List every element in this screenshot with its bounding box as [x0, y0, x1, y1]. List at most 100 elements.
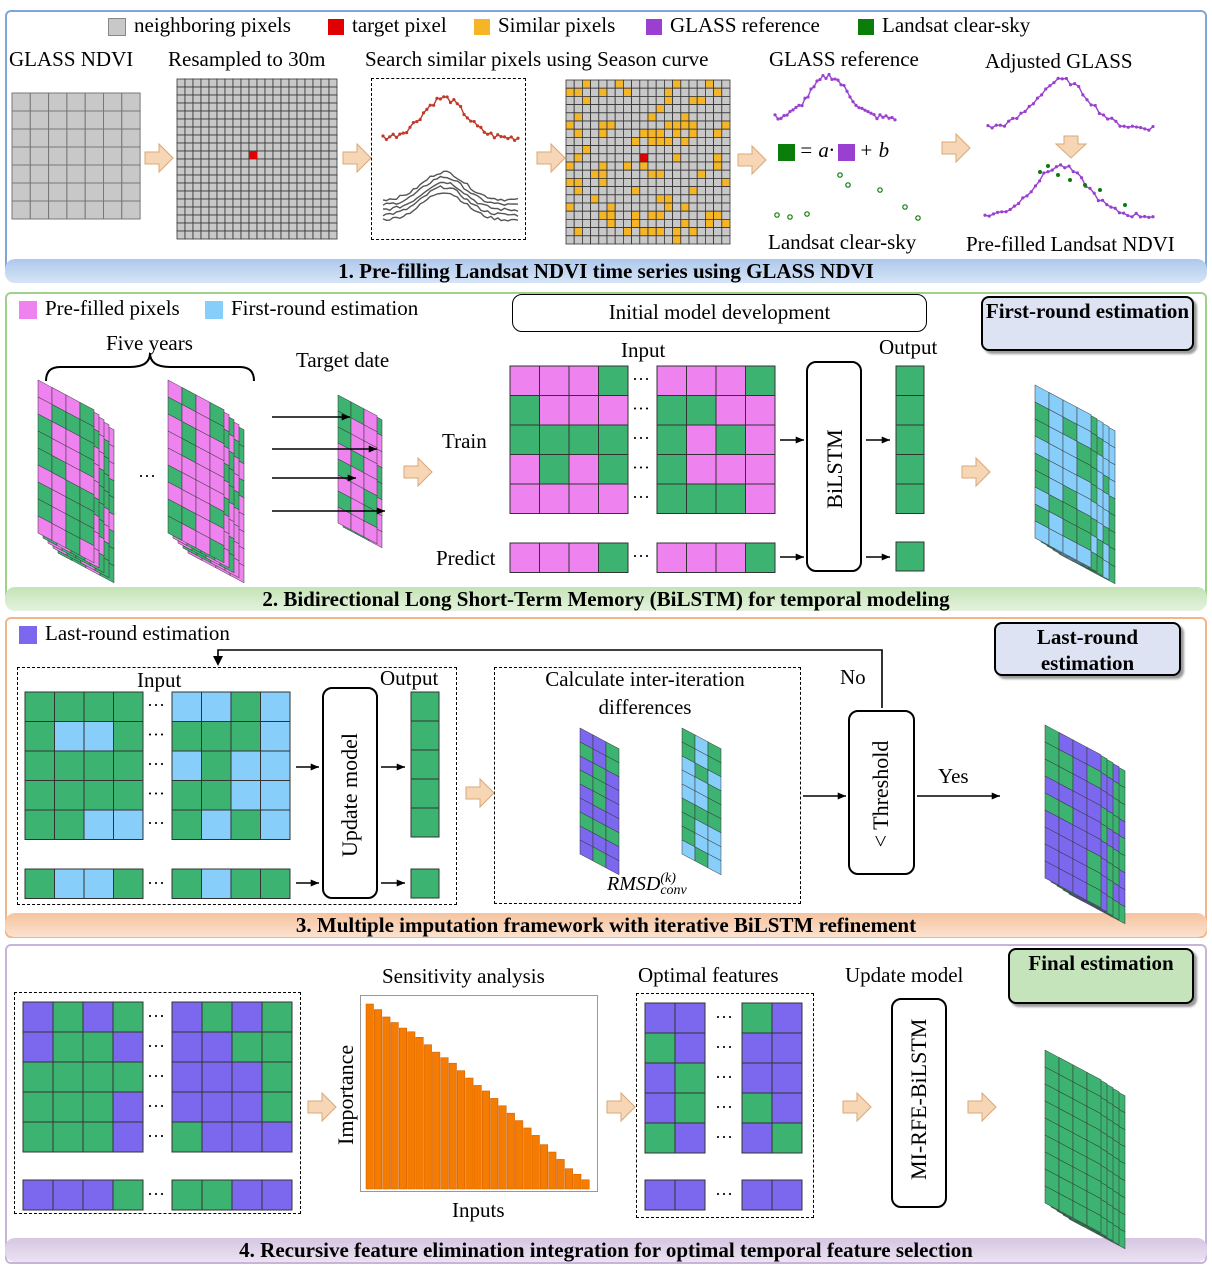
- curve-point: [983, 213, 987, 217]
- legend-pink-swatch: [19, 301, 37, 320]
- importance-bar: [398, 1027, 407, 1190]
- arrow-head: [795, 553, 804, 561]
- ellipsis: ···: [138, 466, 156, 486]
- curve-point: [1011, 116, 1015, 121]
- first-round-estimation-box: First-round estimation: [981, 296, 1194, 351]
- grid-cell: [171, 1179, 203, 1211]
- curve-point: [1042, 171, 1046, 175]
- curve-point: [1117, 211, 1121, 215]
- curve-point: [1063, 166, 1067, 170]
- curve-point: [890, 115, 894, 120]
- curve-point: [884, 114, 888, 118]
- grid-cell: [568, 542, 599, 573]
- landsat-obs-dot: [902, 204, 908, 210]
- grid-cell: [201, 1179, 233, 1211]
- rfe-predict-left: [22, 1179, 144, 1211]
- similar-season-curve: [382, 170, 519, 202]
- arrow-head: [347, 474, 356, 482]
- label-adjusted: Adjusted GLASS: [985, 49, 1133, 73]
- curve-point: [791, 108, 795, 112]
- grid-cell: [52, 1031, 84, 1063]
- prefill-landsat-dot: [1123, 203, 1127, 207]
- curve-point: [1118, 124, 1122, 128]
- curve-point: [1143, 127, 1147, 131]
- train-input-grid-right: [656, 365, 776, 514]
- importance-bar: [457, 1070, 466, 1190]
- curve-point: [1101, 198, 1105, 202]
- curve-point: [812, 85, 816, 89]
- grid-cell: [644, 1062, 676, 1094]
- importance-bar: [523, 1127, 532, 1190]
- curve-point: [489, 131, 493, 135]
- ellipsis: ···: [147, 873, 165, 893]
- curve-point: [991, 212, 996, 216]
- legend-yellow-swatch: [474, 19, 490, 36]
- grid-cell: [112, 1001, 144, 1033]
- optimal-features-box: [636, 993, 814, 1218]
- curve-point: [1097, 111, 1101, 116]
- curve-point: [1015, 116, 1019, 121]
- curve-point: [502, 135, 507, 139]
- similar-season-curve: [382, 192, 519, 222]
- grid-cell: [171, 780, 202, 811]
- label-yes: Yes: [938, 764, 969, 788]
- curve-point: [776, 117, 780, 121]
- curve-point: [1088, 186, 1092, 190]
- final-estimation-stack: [1044, 1049, 1126, 1250]
- curve-point: [1068, 83, 1073, 87]
- five-years-stack-1: [37, 379, 115, 584]
- grid-cell: [112, 1061, 144, 1093]
- curve-point: [1113, 206, 1117, 210]
- curve-point: [1092, 191, 1096, 195]
- legend-glass-ref: GLASS reference: [646, 15, 820, 36]
- importance-bar: [423, 1044, 432, 1190]
- update-model-box-p3: [322, 687, 378, 899]
- ellipsis: ···: [147, 1036, 165, 1056]
- stack-layer: [1044, 1049, 1102, 1234]
- curve-point: [987, 214, 991, 218]
- grid-cell: [644, 1002, 676, 1034]
- importance-bar: [531, 1135, 540, 1190]
- label-input-p2: Input: [621, 338, 666, 362]
- legend-gray-swatch: [108, 18, 126, 37]
- grid-cell: [171, 868, 202, 899]
- landsat-obs-dot: [774, 212, 780, 218]
- curve-point: [1089, 103, 1093, 107]
- grid-cell: [410, 691, 440, 722]
- curve-point: [1000, 210, 1004, 214]
- label-train: Train: [442, 429, 487, 453]
- curve-point: [1007, 119, 1011, 123]
- grid-cell: [201, 809, 232, 840]
- flow-arrow: [606, 1091, 636, 1123]
- legend-darkgreen-swatch: [858, 19, 874, 36]
- threshold-box: [848, 710, 915, 875]
- flow-arrow: [737, 144, 767, 176]
- curve-point: [1056, 76, 1060, 81]
- grid-cell: [171, 1061, 203, 1093]
- grid-cell: [715, 365, 746, 396]
- grid-cell: [24, 809, 55, 840]
- ellipsis: ···: [147, 754, 165, 774]
- curve-point: [1114, 119, 1118, 123]
- curve-point: [1106, 117, 1110, 121]
- update-dashed-box: [17, 667, 457, 905]
- curve-point: [1096, 199, 1100, 203]
- grid-cell: [895, 483, 925, 514]
- curve-point: [1033, 184, 1037, 188]
- importance-bar: [382, 1016, 391, 1190]
- landsat-obs-dot: [804, 211, 810, 217]
- grid-cell: [52, 1091, 84, 1123]
- grid-cell: [201, 868, 232, 899]
- grid-cell: [328, 230, 338, 240]
- grid-cell: [22, 1031, 54, 1063]
- train-input-grid-left: [509, 365, 629, 514]
- grid-cell: [201, 780, 232, 811]
- last-round-estimation-box: Last-round estimation: [994, 622, 1181, 676]
- grid-cell: [230, 691, 261, 722]
- grid-cell: [686, 365, 717, 396]
- arrow-head: [837, 792, 846, 800]
- grid-cell: [568, 395, 599, 426]
- initial-model-box: Initial model development: [512, 294, 927, 332]
- predict-output-cell: [895, 541, 925, 572]
- rfe-input-grid-right: [171, 1001, 293, 1153]
